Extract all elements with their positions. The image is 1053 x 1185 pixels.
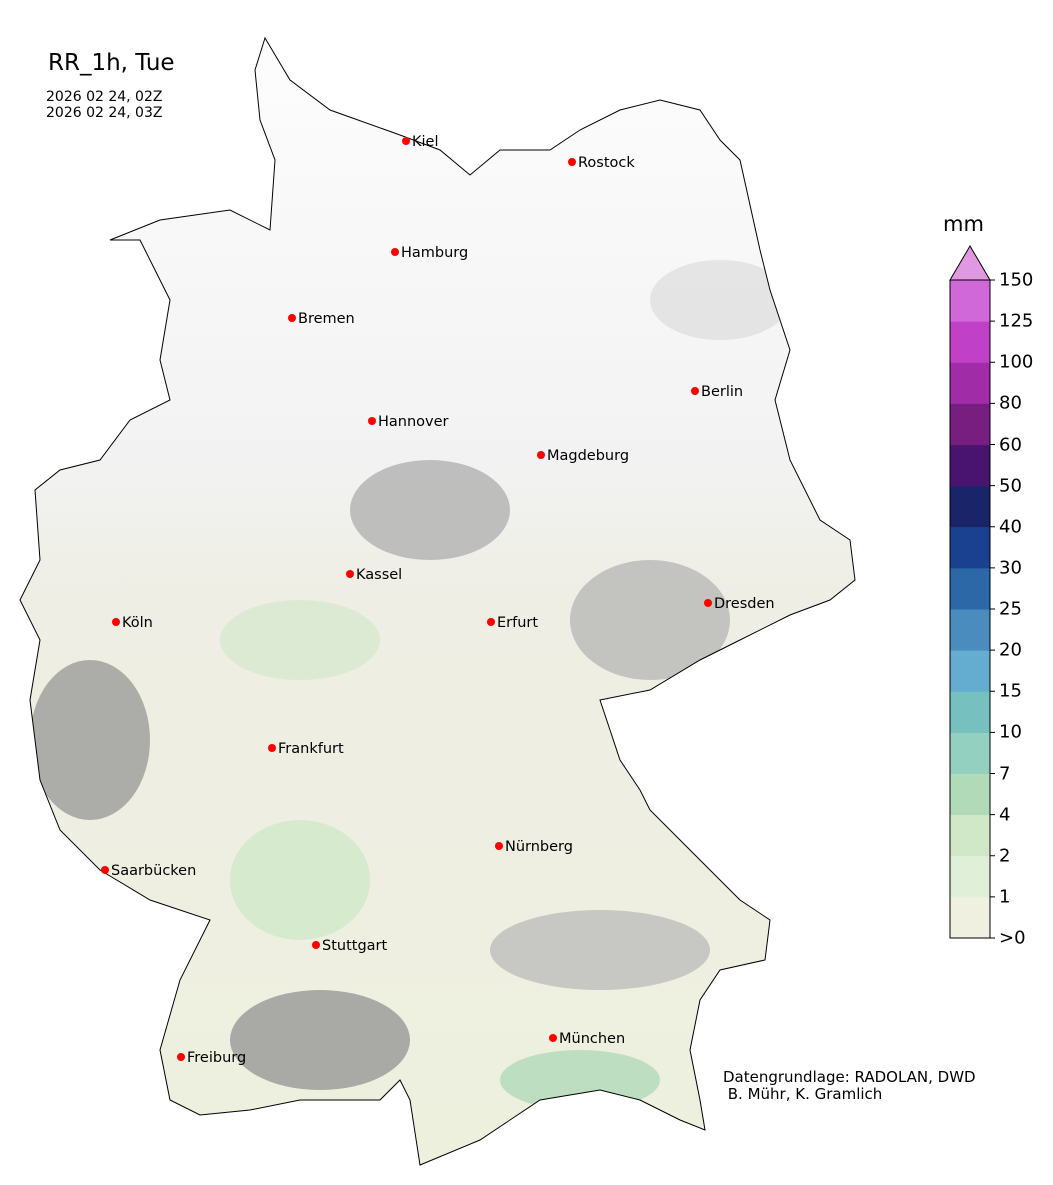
city-marker: Erfurt	[487, 615, 538, 631]
city-dot	[549, 1034, 557, 1042]
credit-line-2: B. Mühr, K. Gramlich	[723, 1085, 883, 1103]
colorbar-tick-label: 2	[999, 845, 1011, 867]
city-dot	[495, 842, 503, 850]
city-marker: Kassel	[346, 567, 402, 583]
city-label: Dresden	[714, 596, 775, 612]
city-dot	[177, 1053, 185, 1061]
city-dot	[101, 866, 109, 874]
colorbar-tick-label: 20	[999, 639, 1022, 661]
city-label: Kiel	[412, 134, 439, 150]
city-dot	[268, 744, 276, 752]
city-label: Rostock	[578, 155, 635, 171]
colorbar-bin	[950, 855, 990, 898]
city-label: München	[559, 1031, 625, 1047]
colorbar-bin	[950, 896, 990, 939]
city-dot	[288, 314, 296, 322]
precipitation-field	[30, 260, 790, 1110]
city-marker: Dresden	[704, 596, 775, 612]
colorbar-bin	[950, 650, 990, 692]
colorbar-tick-label: 4	[999, 804, 1011, 826]
colorbar-tick-label: 125	[999, 310, 1034, 332]
colorbar-bin	[950, 403, 990, 445]
colorbar-bin	[950, 773, 990, 816]
city-dot	[691, 387, 699, 395]
colorbar-bin	[950, 609, 990, 651]
colorbar-tick-label: 30	[999, 557, 1022, 579]
city-dot	[368, 417, 376, 425]
city-marker: Bremen	[288, 311, 355, 327]
city-marker: Hannover	[368, 414, 449, 430]
credit-text: Datengrundlage: RADOLAN, DWD B. Mühr, K.…	[723, 1069, 976, 1103]
city-label: Saarbücken	[111, 863, 196, 879]
colorbar-tick-label: 60	[999, 434, 1022, 455]
colorbar	[949, 245, 995, 939]
city-dot	[537, 451, 545, 459]
colorbar-tick-label: 1	[999, 886, 1011, 908]
colorbar-tick-label: 10	[999, 721, 1022, 743]
colorbar-tick-label: 80	[999, 392, 1022, 414]
city-label: Köln	[122, 615, 153, 631]
colorbar-tick-label: 150	[999, 269, 1034, 291]
city-label: Freiburg	[187, 1050, 246, 1066]
city-dot	[391, 248, 399, 256]
colorbar-tick-label: 15	[999, 680, 1022, 702]
colorbar-tick-label: 40	[999, 516, 1022, 538]
colorbar-bin	[950, 485, 990, 528]
city-dot	[487, 618, 495, 626]
city-dot	[402, 137, 410, 145]
city-label: Kassel	[356, 567, 402, 583]
city-label: Bremen	[298, 311, 355, 327]
city-label: Magdeburg	[547, 448, 629, 464]
city-label: Erfurt	[497, 615, 538, 631]
city-label: Nürnberg	[505, 839, 573, 855]
city-dot	[704, 599, 712, 607]
city-label: Stuttgart	[322, 938, 388, 954]
colorbar-tick-label: 7	[999, 763, 1011, 784]
colorbar-bin	[950, 321, 990, 363]
time-end: 2026 02 24, 03Z	[46, 105, 163, 121]
map-title: RR_1h, Tue	[48, 50, 175, 76]
city-marker: Magdeburg	[537, 448, 629, 464]
city-marker: Hamburg	[391, 245, 468, 261]
city-dot	[568, 158, 576, 166]
colorbar-bin	[950, 691, 990, 733]
city-marker: Nürnberg	[495, 839, 573, 855]
city-label: Hannover	[378, 414, 449, 430]
city-label: Berlin	[701, 384, 743, 400]
city-marker: Berlin	[691, 384, 743, 400]
colorbar-bin	[950, 362, 990, 404]
city-label: Frankfurt	[278, 741, 344, 757]
colorbar-bin	[950, 444, 990, 487]
colorbar-tick-label: 100	[999, 351, 1034, 373]
colorbar-bin	[950, 567, 990, 610]
colorbar-bin	[950, 732, 990, 774]
city-dot	[346, 570, 354, 578]
city-marker: Saarbücken	[101, 863, 196, 879]
colorbar-tick-label: 25	[999, 598, 1022, 620]
city-marker: Kiel	[402, 134, 439, 150]
colorbar-extend-arrow	[949, 245, 991, 281]
colorbar-bin	[950, 526, 990, 569]
city-dot	[312, 941, 320, 949]
city-marker: Stuttgart	[312, 938, 388, 954]
city-marker: Rostock	[568, 155, 635, 171]
colorbar-tick-label: >0	[999, 927, 1026, 949]
city-dot	[112, 618, 120, 626]
time-start: 2026 02 24, 02Z	[46, 89, 163, 105]
colorbar-bin	[950, 280, 990, 322]
city-marker: Frankfurt	[268, 741, 344, 757]
city-marker: Freiburg	[177, 1050, 246, 1066]
colorbar-tick-label: 50	[999, 475, 1022, 497]
colorbar-unit: mm	[943, 212, 984, 236]
city-marker: München	[549, 1031, 625, 1047]
city-marker: Köln	[112, 615, 153, 631]
city-label: Hamburg	[401, 245, 468, 261]
credit-line-1: Datengrundlage: RADOLAN, DWD	[723, 1068, 976, 1086]
colorbar-bin	[950, 814, 990, 857]
